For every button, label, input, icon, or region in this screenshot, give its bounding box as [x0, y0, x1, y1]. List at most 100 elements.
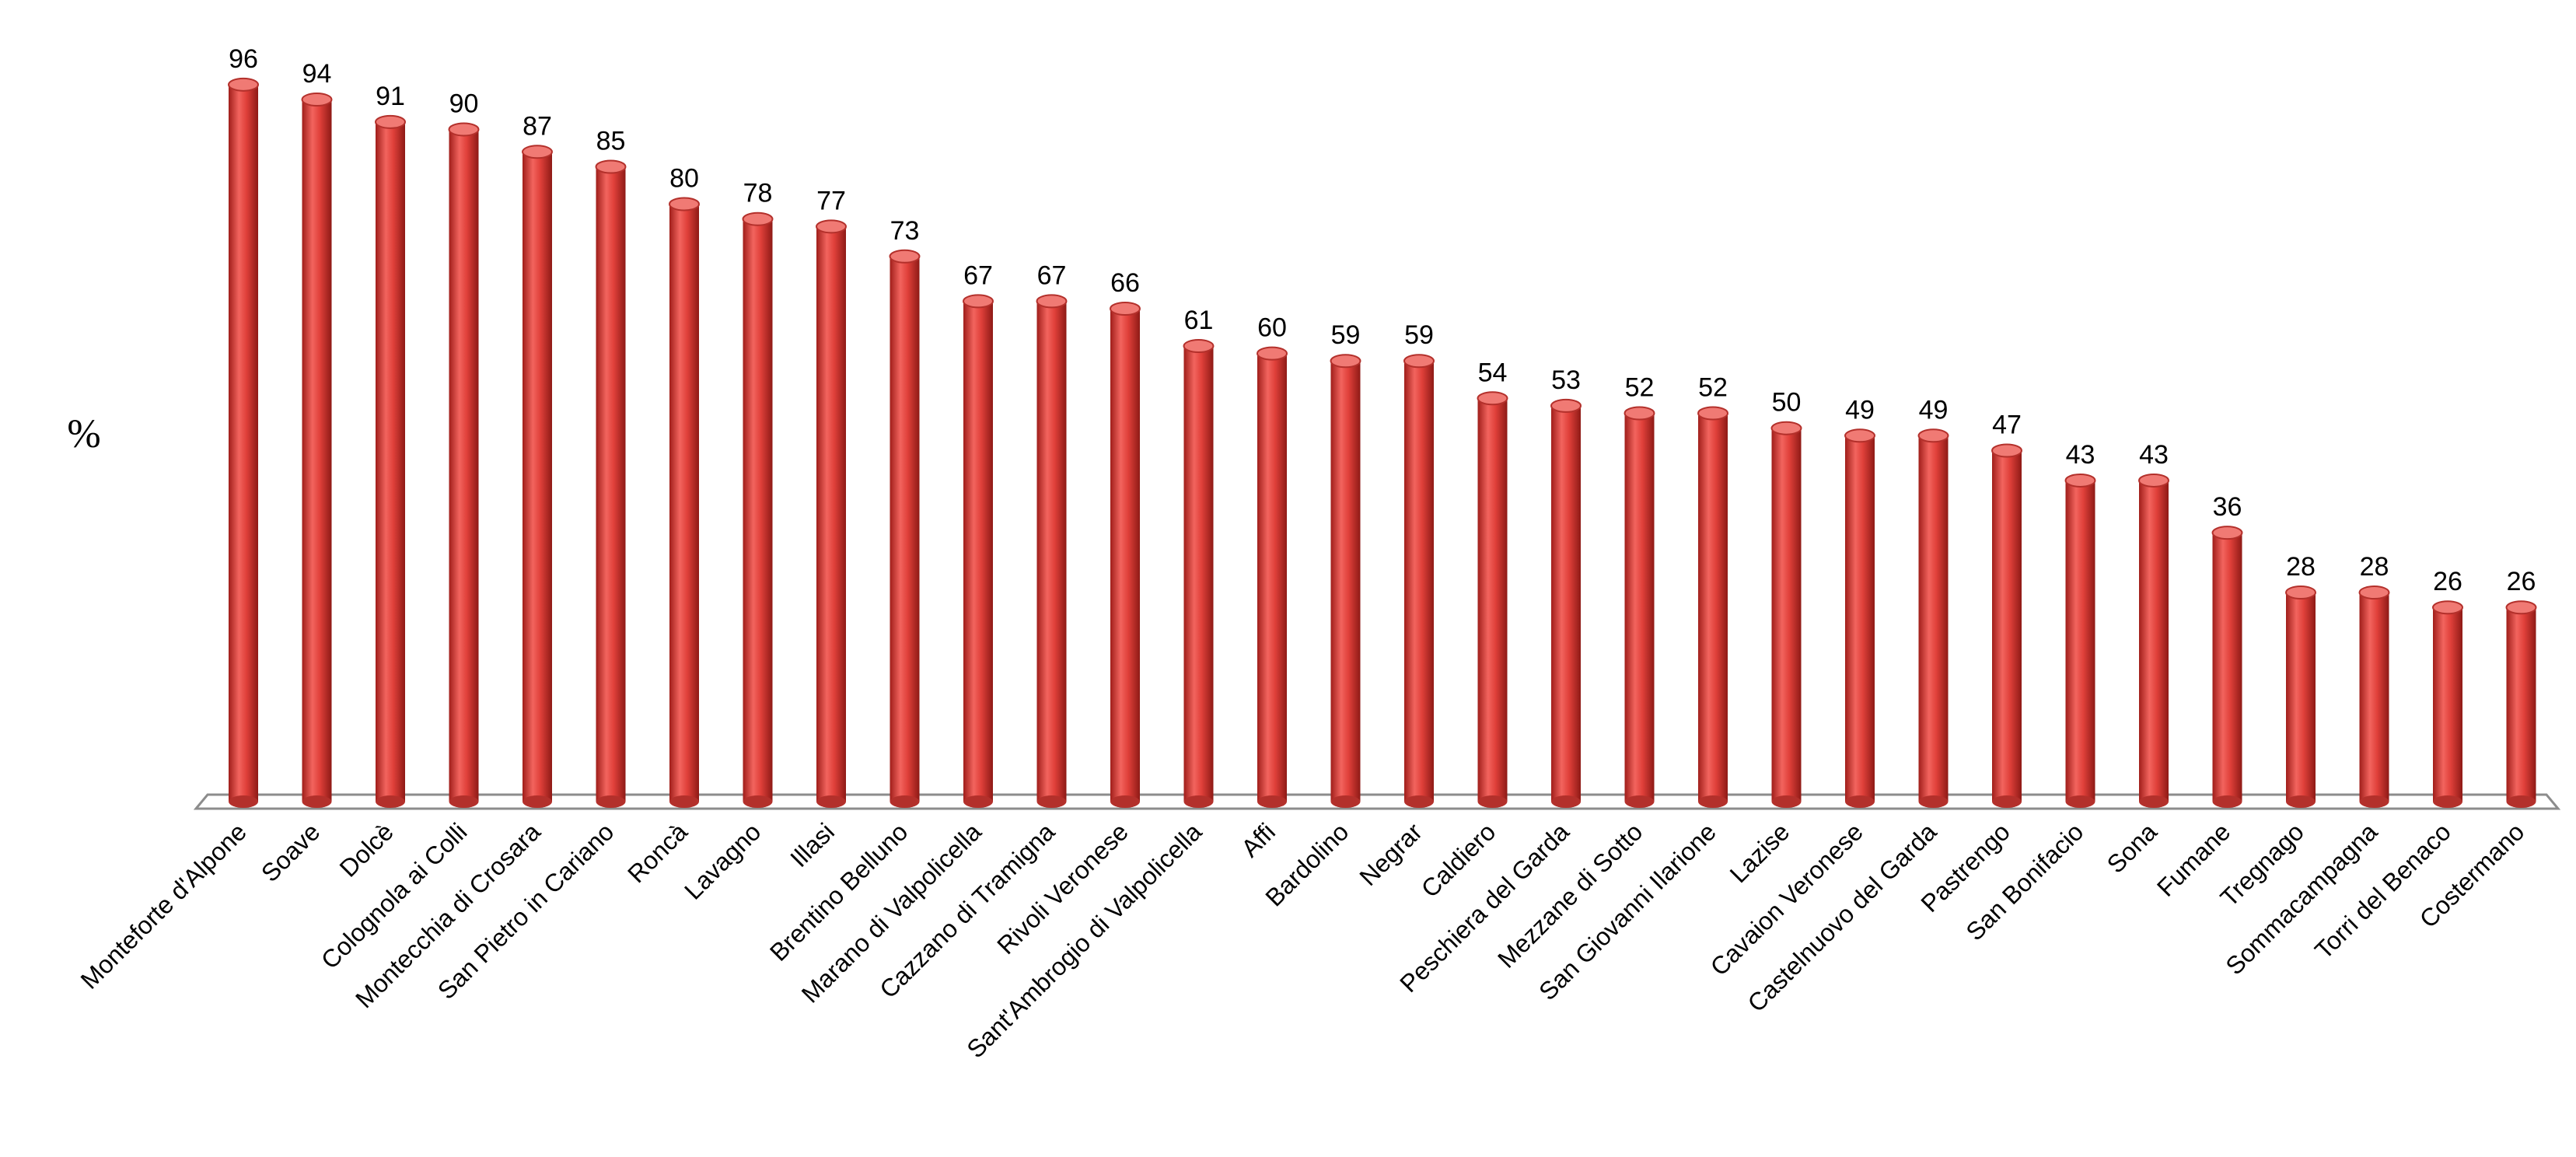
value-label: 59: [1404, 320, 1434, 350]
value-label: 50: [1772, 388, 1802, 418]
bar-body: [1404, 361, 1434, 802]
bar-top-cap: [2505, 600, 2537, 615]
bar: [1697, 406, 1728, 808]
bar-top-cap: [1330, 354, 1361, 369]
bar: [669, 197, 700, 808]
bars-group: [228, 77, 2537, 808]
bar-body: [302, 100, 332, 802]
bar-body: [1183, 346, 1214, 802]
bar: [2432, 600, 2463, 808]
bar-body: [1477, 398, 1508, 802]
bar-body: [963, 301, 993, 802]
bar-body: [1992, 450, 2022, 802]
category-label: Rivoli Veronese: [991, 817, 1134, 960]
category-label: Roncà: [622, 817, 693, 888]
bar-bottom-cap: [669, 795, 699, 808]
value-label: 94: [302, 59, 332, 89]
bar-bottom-cap: [1918, 795, 1949, 808]
category-label: Soave: [256, 817, 326, 887]
bar-bottom-cap: [1257, 795, 1287, 808]
bar: [2285, 585, 2316, 808]
category-label: Dolcè: [334, 817, 399, 882]
bar-body: [449, 129, 479, 802]
bar: [1770, 421, 1802, 808]
bar: [448, 122, 480, 808]
bar: [2211, 526, 2243, 808]
value-label: 52: [1625, 372, 1655, 402]
bar: [742, 211, 774, 808]
bar: [1991, 443, 2022, 808]
bar-top-cap: [375, 114, 406, 129]
value-label: 96: [229, 44, 258, 74]
value-label: 73: [890, 216, 920, 246]
bar-body: [523, 152, 552, 802]
value-label: 26: [2507, 567, 2536, 596]
bar-bottom-cap: [1624, 795, 1655, 808]
value-label: 49: [1845, 395, 1875, 425]
bar-top-cap: [1697, 406, 1728, 421]
bar: [2358, 585, 2390, 808]
bar-body: [1698, 413, 1728, 802]
bar-top-cap: [1403, 354, 1435, 369]
value-label: 59: [1331, 320, 1361, 350]
bar-body: [743, 218, 773, 802]
bar: [2138, 473, 2169, 808]
bar-bottom-cap: [963, 795, 993, 808]
bar-top-cap: [816, 219, 847, 234]
value-label: 43: [2066, 440, 2095, 470]
value-label: 60: [1257, 313, 1287, 343]
bar: [595, 159, 627, 808]
bar-body: [1771, 428, 1802, 802]
bar-bottom-cap: [1477, 795, 1508, 808]
category-label: Negrar: [1354, 817, 1428, 891]
bar-bottom-cap: [229, 795, 258, 808]
chart-floor: [193, 793, 2561, 810]
value-label: 28: [2286, 552, 2316, 582]
bar-body: [1918, 435, 1949, 802]
value-label: 28: [2360, 552, 2389, 582]
bar-body: [1110, 309, 1140, 802]
bar-bottom-cap: [743, 795, 773, 808]
value-label: 77: [816, 186, 846, 215]
value-label: 91: [376, 82, 405, 111]
bar-body: [816, 226, 846, 802]
bar-top-cap: [1183, 339, 1215, 354]
bar-body: [1551, 405, 1581, 802]
bar-body: [1036, 301, 1067, 802]
bar-body: [229, 84, 258, 802]
bar-body: [376, 121, 405, 802]
value-label: 90: [449, 89, 479, 118]
bar: [2064, 473, 2096, 808]
bar-bottom-cap: [596, 795, 626, 808]
bar-body: [1330, 361, 1361, 802]
value-label: 78: [743, 179, 773, 208]
bar: [228, 77, 259, 808]
bar: [301, 93, 333, 808]
bar-bottom-cap: [2433, 795, 2462, 808]
bar-top-cap: [2138, 473, 2169, 488]
bar-top-cap: [2064, 473, 2096, 488]
bar: [522, 145, 553, 808]
value-label: 43: [2139, 440, 2169, 470]
category-label: Brentino Belluno: [764, 817, 914, 966]
value-label: 87: [523, 111, 552, 141]
bar-top-cap: [889, 249, 921, 264]
bar-top-cap: [595, 159, 627, 174]
bar-bottom-cap: [2506, 795, 2536, 808]
value-label: 53: [1551, 365, 1581, 395]
bar-top-cap: [1991, 443, 2022, 458]
bar: [1036, 294, 1068, 808]
value-label: 66: [1110, 268, 1140, 298]
bar-bottom-cap: [1551, 795, 1581, 808]
bar-bottom-cap: [1183, 795, 1214, 808]
bar: [1110, 302, 1141, 808]
bar-top-cap: [2211, 526, 2243, 540]
bar: [963, 294, 994, 808]
bar-body: [1624, 413, 1655, 802]
category-label: Lazise: [1725, 817, 1795, 888]
bar-top-cap: [1550, 398, 1582, 413]
bar-body: [1845, 435, 1875, 802]
bar-top-cap: [1624, 406, 1655, 421]
